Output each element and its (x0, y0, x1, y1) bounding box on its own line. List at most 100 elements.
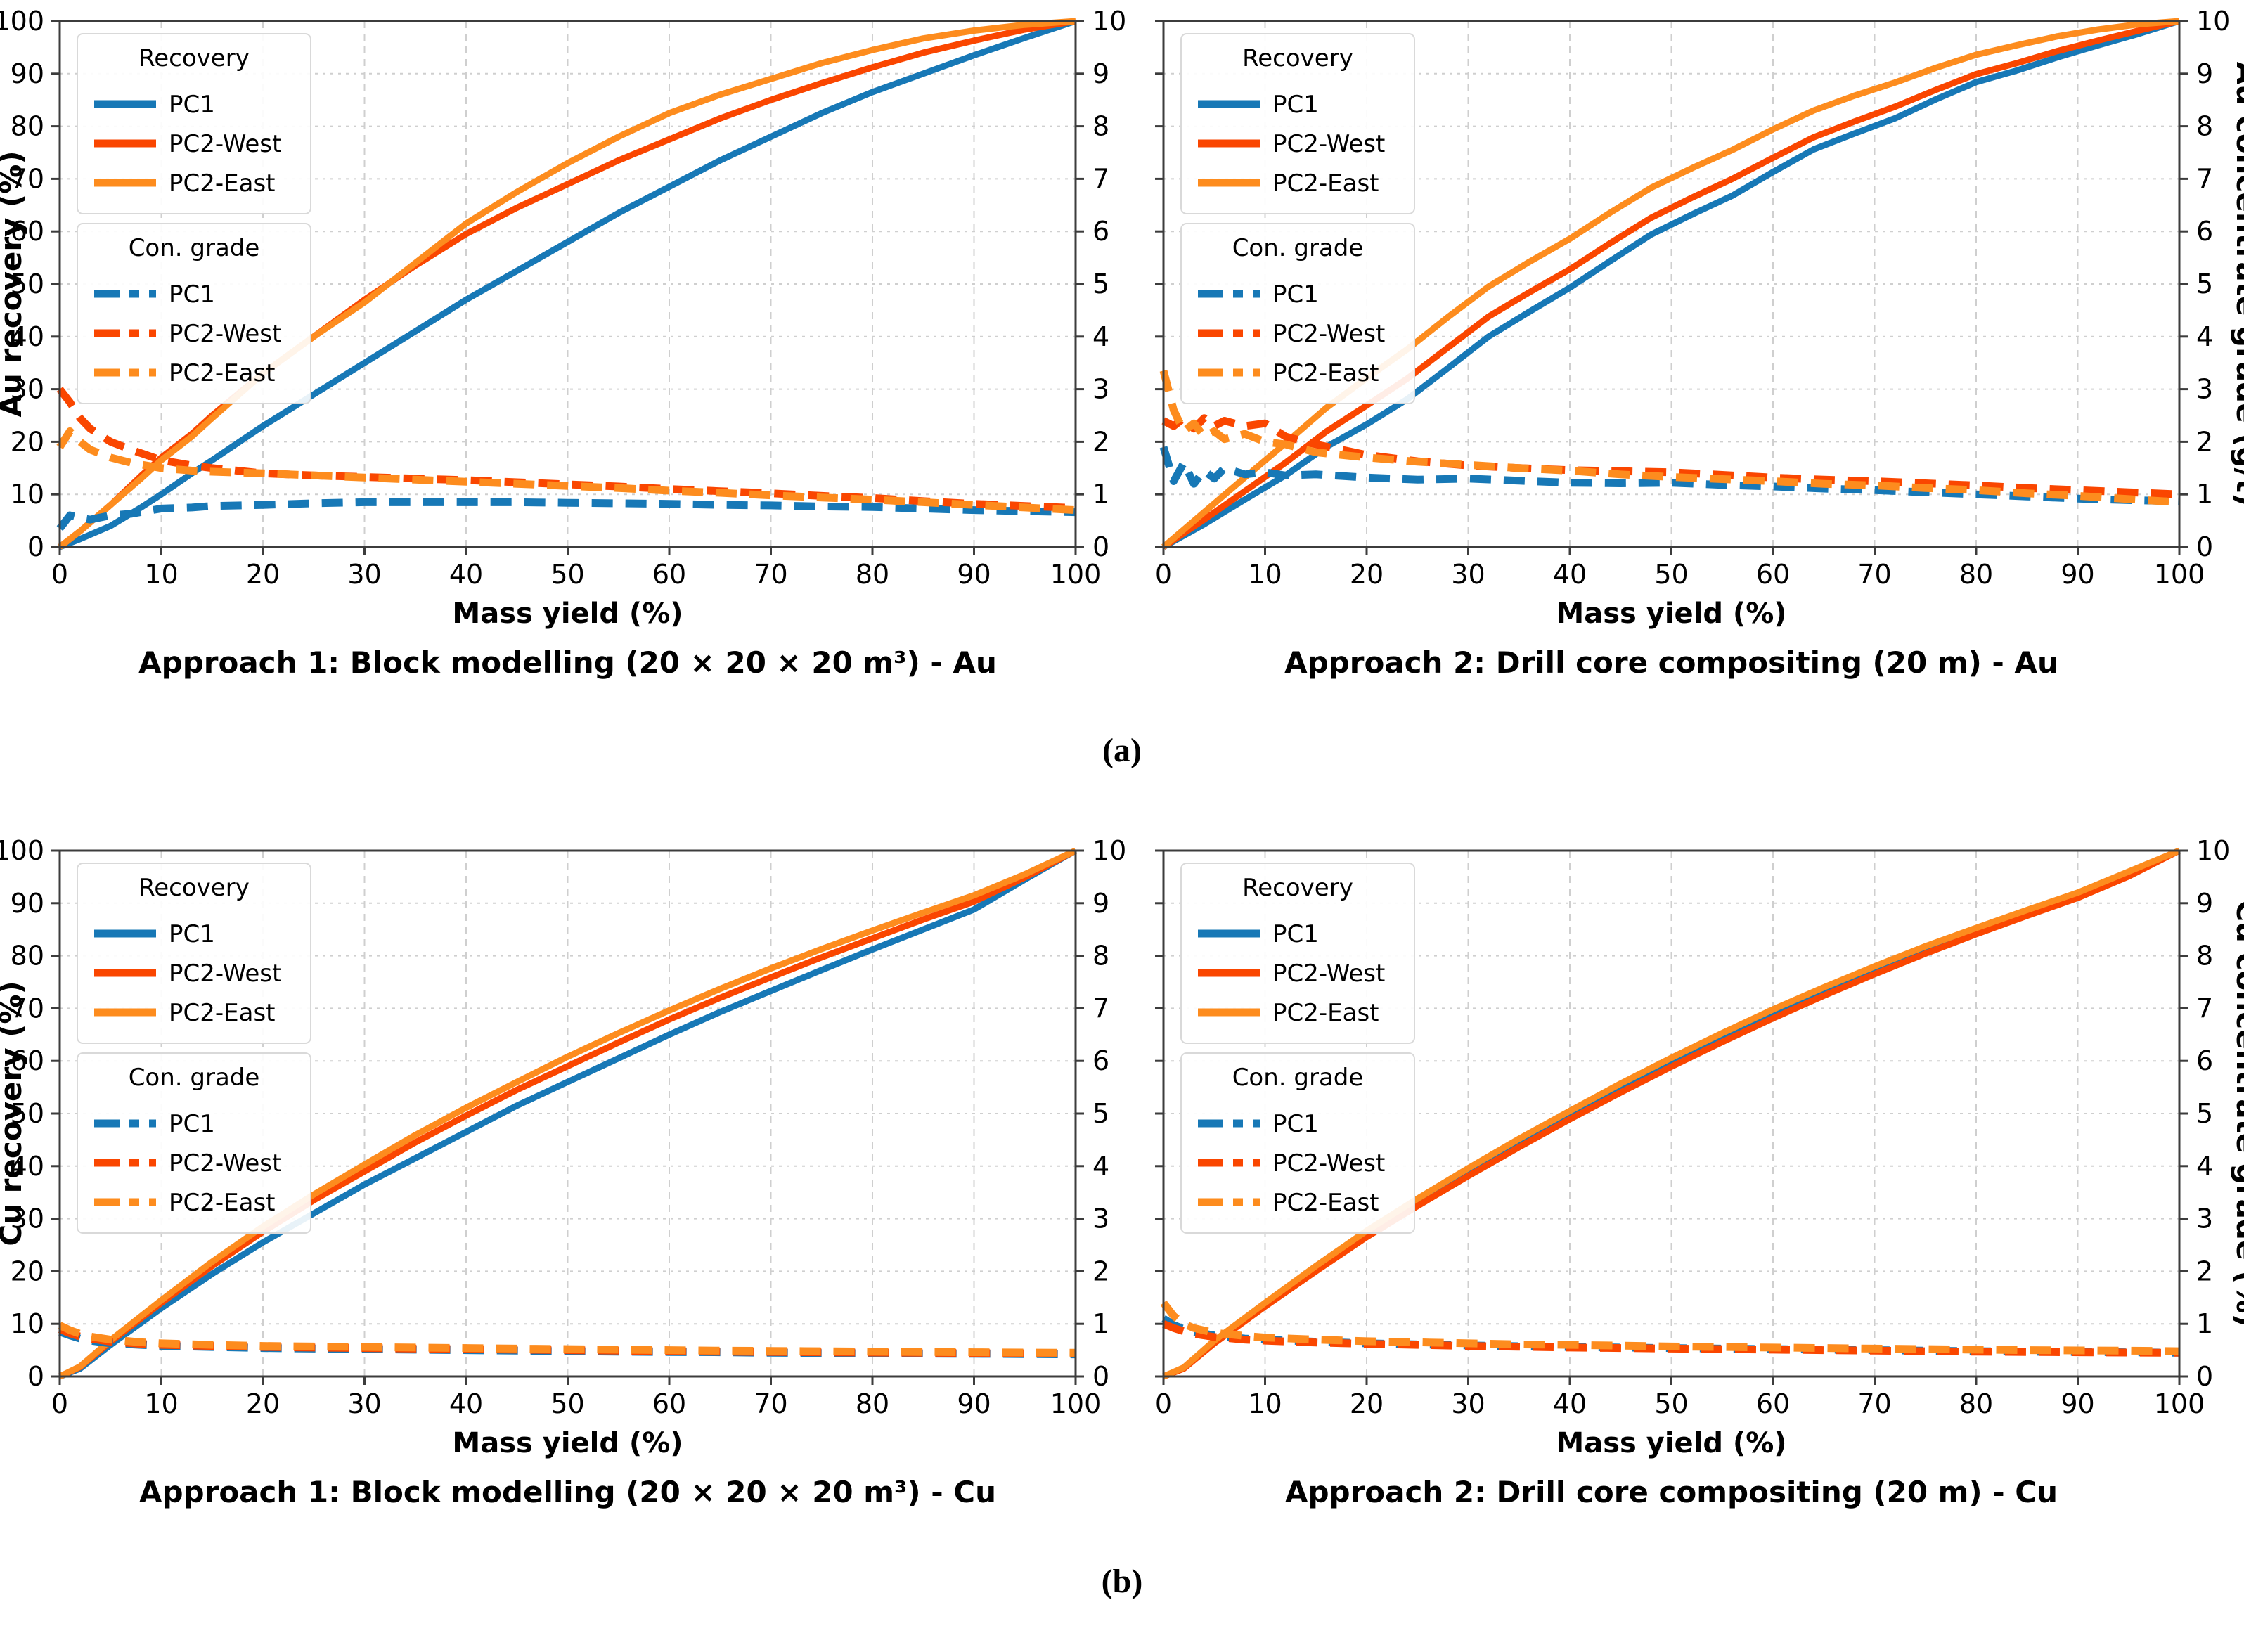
x-tick-label: 30 (347, 1388, 381, 1419)
x-tick-label: 40 (1553, 559, 1587, 590)
x-tick-label: 10 (144, 559, 178, 590)
legend-title: Con. grade (1232, 1064, 1364, 1092)
right-tick-label: 2 (1092, 426, 1109, 457)
right-tick-label: 3 (1092, 374, 1109, 405)
legend-box (1180, 863, 1415, 1044)
x-tick-label: 100 (1050, 559, 1102, 590)
left-tick-label: 50 (11, 269, 44, 299)
right-tick-label: 0 (2196, 531, 2213, 562)
series-pc2-east-grade-line (1159, 370, 2180, 506)
right-tick-label: 10 (2196, 6, 2230, 37)
series-pc2-east-grade-line (1160, 1300, 2180, 1355)
x-tick-label: 70 (754, 559, 787, 590)
figure-label-b: (b) (1101, 1563, 1143, 1600)
series-pc1-recovery-line (1161, 18, 2181, 550)
left-axis-title: Au recovery (%) (0, 150, 28, 417)
series-lines (58, 847, 1078, 1380)
right-tick-label: 7 (2196, 163, 2213, 194)
left-tick-label: 70 (11, 993, 44, 1024)
x-tick-label: 80 (1959, 1388, 1993, 1419)
legend-recovery: Recovery PC1 PC2-West PC2-East (1180, 863, 1415, 1044)
right-axis-title: Cu concentrate grade (%) (2230, 900, 2244, 1327)
x-tick-label: 90 (957, 1388, 991, 1419)
left-tick-label: 30 (11, 374, 44, 405)
x-tick-label: 70 (1857, 1388, 1891, 1419)
x-tick-label: 10 (1248, 559, 1282, 590)
right-tick-label: 5 (1092, 1098, 1109, 1129)
legend-label: PC2-East (169, 359, 276, 387)
x-axis-title: Mass yield (%) (1556, 1427, 1786, 1459)
right-tick-label: 7 (2196, 993, 2213, 1024)
legend-recovery: Recovery PC1 PC2-West PC2-East (77, 33, 311, 214)
right-tick-label: 0 (2196, 1361, 2213, 1392)
right-axis-title: Au concentrate grade (g/t) (2230, 62, 2244, 506)
series-pc2-east-recovery-line (1162, 847, 2181, 1380)
right-tick-label: 4 (1092, 1151, 1109, 1182)
x-tick-label: 40 (1553, 1388, 1587, 1419)
panel-a1-title: Approach 1: Block modelling (20 × 20 × 2… (138, 645, 997, 680)
x-tick-label: 70 (1857, 559, 1891, 590)
right-tick-label: 8 (2196, 111, 2213, 142)
x-tick-label: 30 (1451, 559, 1485, 590)
right-tick-label: 10 (1092, 835, 1126, 866)
x-tick-label: 10 (144, 1388, 178, 1419)
legend-label: PC2-West (169, 1149, 281, 1177)
legend-label: PC1 (169, 1110, 215, 1138)
legend-label: PC1 (1272, 280, 1319, 309)
axis-ticks: 0 10 20 30 40 50 60 70 80 90 100010203040506070809… (0, 6, 1126, 590)
right-tick-label: 9 (1092, 888, 1109, 919)
legend-con-grade: Con. grade PC1 PC2-West PC2-East (77, 223, 311, 404)
series-pc2-east-recovery-line (58, 18, 1076, 550)
legend-box (77, 223, 311, 404)
left-tick-label: 0 (27, 531, 44, 562)
right-tick-label: 10 (1092, 6, 1126, 37)
x-tick-label: 60 (1756, 1388, 1790, 1419)
panel-b1-title: Approach 1: Block modelling (20 × 20 × 2… (138, 1475, 997, 1509)
x-tick-label: 20 (246, 1388, 280, 1419)
x-tick-label: 90 (957, 559, 991, 590)
right-tick-label: 5 (1092, 269, 1109, 299)
legend-recovery: Recovery PC1 PC2-West PC2-East (77, 863, 311, 1044)
right-tick-label: 4 (2196, 321, 2213, 352)
series-pc1-recovery-line (58, 848, 1078, 1380)
x-tick-label: 100 (2154, 1388, 2205, 1419)
left-tick-label: 70 (11, 163, 44, 194)
legend-box (1180, 223, 1415, 404)
left-tick-label: 30 (11, 1203, 44, 1234)
x-tick-label: 20 (1350, 559, 1384, 590)
right-tick-label: 5 (2196, 269, 2213, 299)
right-tick-label: 10 (2196, 835, 2230, 866)
legend-title: Recovery (138, 874, 250, 902)
legend-title: Recovery (1242, 874, 1353, 902)
legend-label: PC1 (169, 91, 215, 119)
axis-ticks: 0 10 20 30 40 50 60 70 80 90 100010203040506070809… (0, 835, 1126, 1419)
x-tick-label: 50 (550, 1388, 584, 1419)
legend-title: Recovery (138, 44, 250, 72)
left-axis-title: Cu recovery (%) (0, 981, 28, 1246)
legend-label: PC2-West (1272, 130, 1385, 158)
legend-label: PC2-East (169, 1189, 276, 1217)
series-pc1-grade-line (56, 498, 1076, 531)
x-tick-label: 100 (2154, 559, 2205, 590)
x-tick-label: 20 (246, 559, 280, 590)
right-tick-label: 9 (2196, 58, 2213, 89)
series-pc2-east-grade-line (56, 427, 1076, 515)
right-tick-label: 9 (2196, 888, 2213, 919)
legend-label: PC1 (1272, 920, 1319, 948)
x-tick-label: 30 (347, 559, 381, 590)
legend-box (1180, 1052, 1415, 1234)
x-tick-label: 90 (2061, 559, 2094, 590)
legend-label: PC1 (169, 920, 215, 948)
legend-box (77, 33, 311, 214)
left-tick-label: 100 (0, 835, 44, 866)
x-tick-label: 60 (1756, 559, 1790, 590)
legend-label: PC2-East (169, 999, 276, 1027)
series-pc1-grade-line (1159, 446, 2180, 505)
legend-label: PC2-East (1272, 359, 1379, 387)
right-tick-label: 7 (1092, 163, 1109, 194)
legend-label: PC2-West (169, 130, 281, 158)
right-tick-label: 2 (2196, 1256, 2213, 1286)
